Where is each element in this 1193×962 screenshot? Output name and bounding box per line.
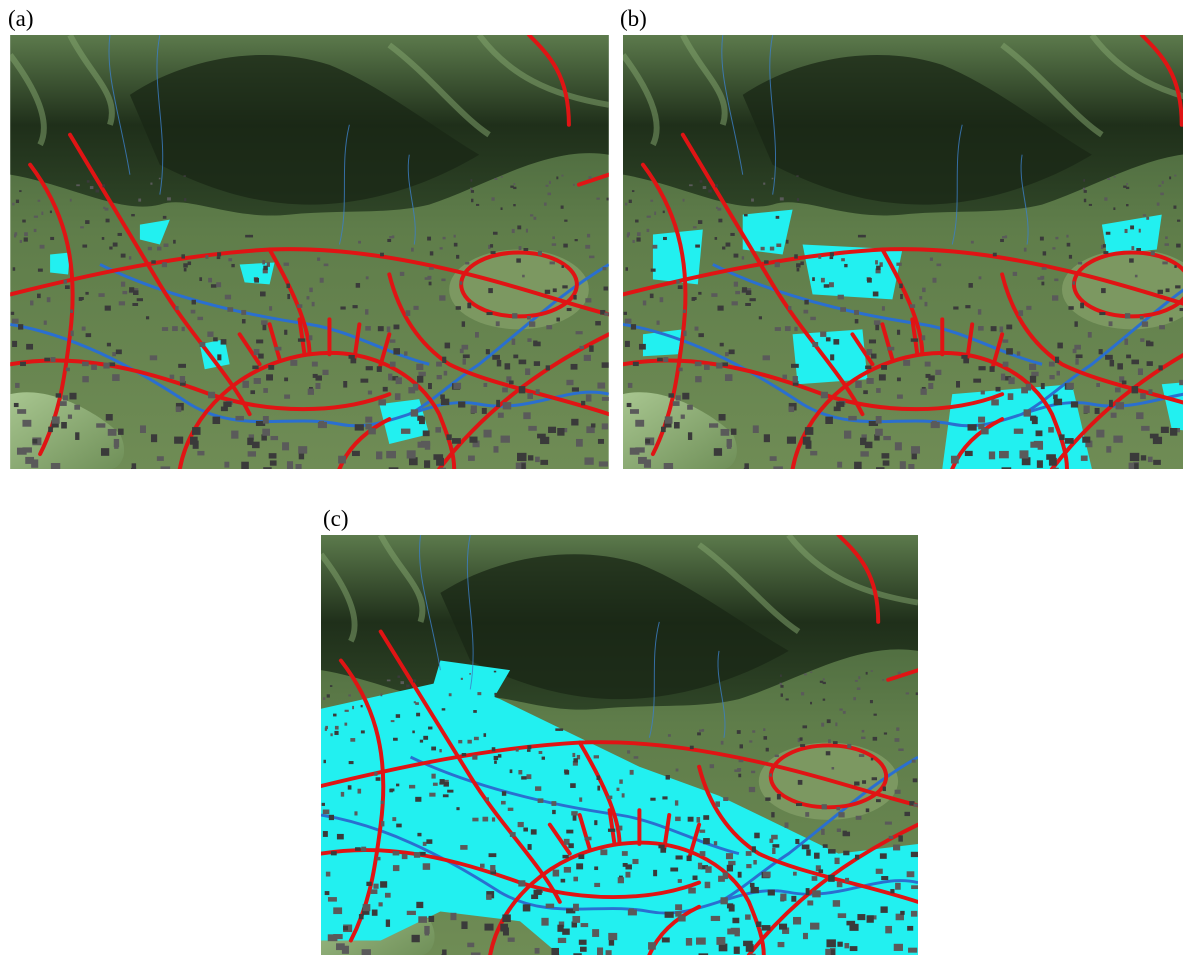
panel-label: (c)	[323, 506, 349, 532]
panel-image	[10, 35, 609, 469]
figure: (a) (b) (c)	[0, 0, 1193, 962]
panel-image	[623, 35, 1183, 469]
panel-label: (b)	[620, 6, 647, 32]
panel-image	[321, 535, 918, 955]
panel-label: (a)	[8, 6, 34, 32]
